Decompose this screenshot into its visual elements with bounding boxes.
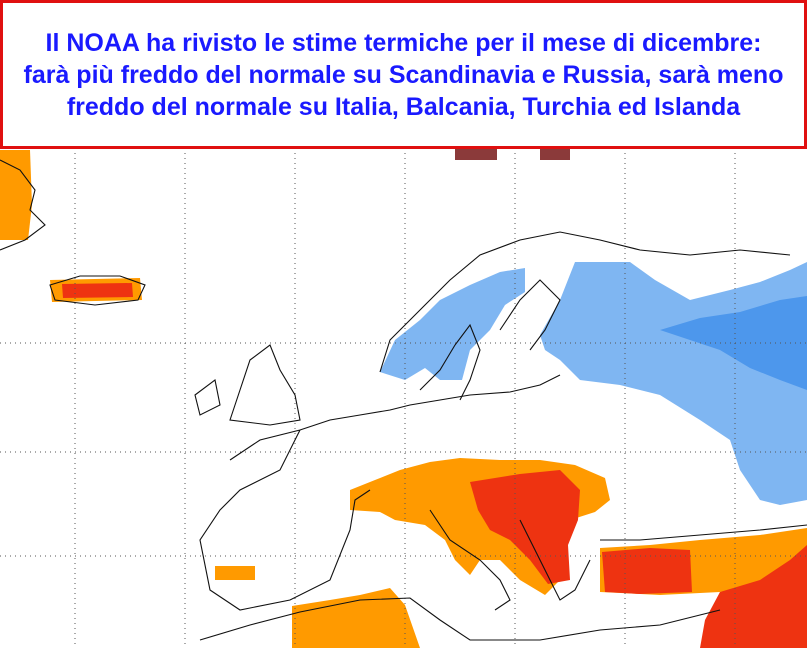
grid-lines: [0, 148, 807, 648]
coastline-iceland: [49, 275, 146, 306]
title: Il NOAA ha rivisto le stime termiche per…: [23, 28, 784, 121]
warm-area-spain: [215, 566, 255, 580]
warm-area-greenland: [0, 150, 32, 240]
hot-area-turkey: [602, 548, 692, 594]
hot-area-north-2: [540, 148, 570, 160]
hot-area-southeast: [700, 545, 807, 648]
hot-area-iceland: [62, 283, 133, 298]
hot-area-balkans: [470, 470, 580, 584]
coastline-greenland: [0, 159, 46, 251]
coastline-scandinavia: [379, 231, 791, 401]
hot-area-north: [455, 148, 497, 160]
temperature-anomaly-areas: [0, 148, 807, 648]
coastline-africa: [199, 597, 721, 641]
cold-area-russia-strong: [660, 296, 807, 390]
coastline-british-isles: [194, 344, 301, 426]
title-box: Il NOAA ha rivisto le stime termiche per…: [0, 0, 807, 149]
coastlines: [0, 159, 807, 641]
coastline-continent: [199, 374, 807, 611]
warm-area-africa: [292, 588, 420, 648]
cold-area-scandinavia: [380, 268, 525, 380]
